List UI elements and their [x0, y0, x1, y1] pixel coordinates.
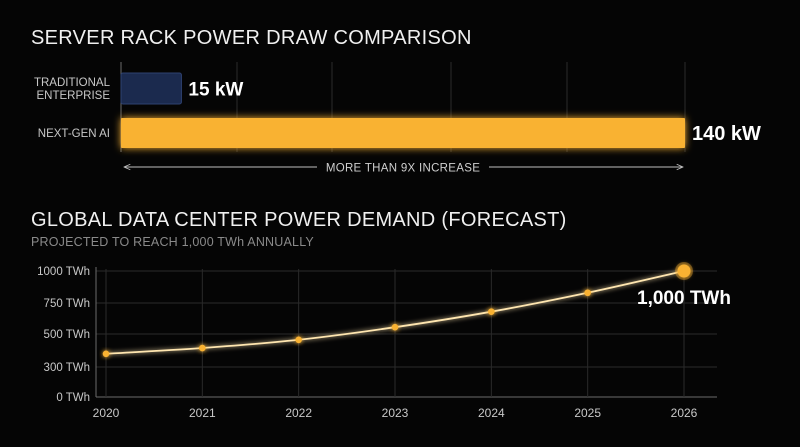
bar-traditional-enterprise	[120, 72, 182, 105]
data-point-4	[488, 308, 495, 315]
bar-value-label-0: 15 kW	[188, 80, 243, 101]
x-tick-label-3: 2023	[382, 406, 409, 420]
bar-chart-title: SERVER RACK POWER DRAW COMPARISON	[31, 27, 472, 49]
x-tick-label-2: 2022	[285, 406, 312, 420]
x-tick-label-1: 2021	[189, 406, 216, 420]
x-tick-label-5: 2025	[574, 406, 601, 420]
bar-value-label-1: 140 kW	[692, 123, 761, 145]
y-tick-label-4: 1000 TWh	[37, 266, 90, 278]
data-point-2	[295, 336, 302, 344]
data-point-1	[199, 344, 206, 352]
bar-category-label-0-1: ENTERPRISE	[37, 90, 111, 102]
y-tick-label-0: 0 TWh	[56, 392, 90, 404]
line-chart-subtitle: PROJECTED TO REACH 1,000 TWh ANNUALLY	[31, 235, 314, 249]
line-chart-title: GLOBAL DATA CENTER POWER DEMAND (FORECAS…	[31, 209, 567, 231]
annotation-backdrop	[317, 158, 489, 176]
y-tick-label-3: 750 TWh	[44, 298, 90, 310]
x-tick-label-6: 2026	[671, 406, 698, 420]
data-point-0	[102, 350, 110, 358]
bar-category-label-1-0: NEXT-GEN AI	[38, 128, 110, 140]
data-point-5	[584, 289, 591, 297]
x-tick-label-4: 2024	[478, 406, 505, 420]
bar-next-gen-ai	[121, 118, 685, 148]
data-point-6	[677, 264, 691, 278]
y-tick-label-2: 500 TWh	[44, 329, 90, 341]
data-point-3	[391, 323, 399, 331]
x-tick-label-0: 2020	[93, 406, 120, 420]
endpoint-value-label: 1,000 TWh	[637, 288, 731, 309]
y-tick-label-1: 300 TWh	[44, 362, 90, 374]
increase-annotation: MORE THAN 9X INCREASE	[326, 163, 480, 175]
bar-category-label-0-0: TRADITIONAL	[34, 77, 111, 89]
